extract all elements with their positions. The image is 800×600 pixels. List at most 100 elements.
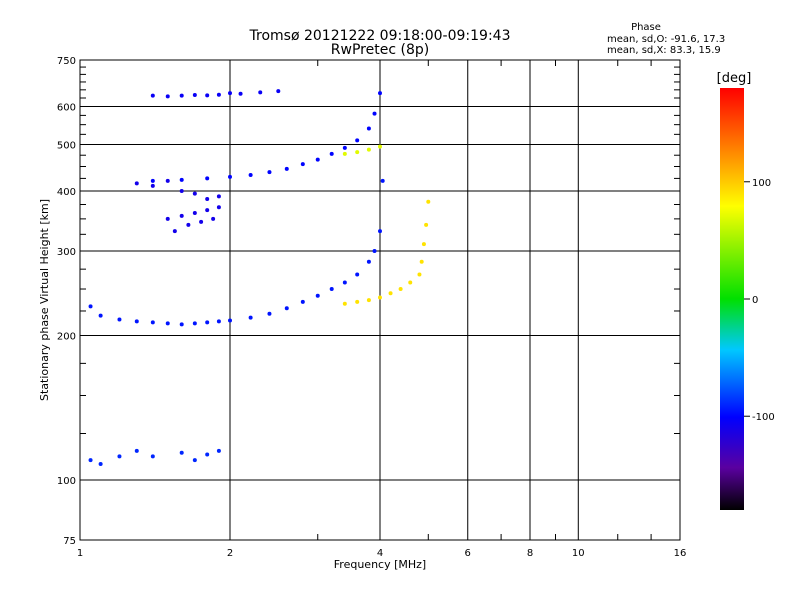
colorbar-tick-label: 100 (752, 178, 771, 189)
colorbar-ticks: 100 0 -100 (744, 178, 775, 423)
data-point (419, 259, 424, 264)
data-point (355, 138, 360, 143)
data-point (267, 311, 272, 316)
data-point (426, 199, 431, 204)
data-point (150, 454, 155, 459)
data-point (186, 222, 191, 227)
y-tick-label: 300 (57, 247, 76, 258)
tick-labels: 1 2 4 6 8 10 16 75 100 200 300 400 500 600 750 (57, 56, 686, 559)
data-point (165, 216, 170, 221)
data-point (228, 318, 232, 323)
y-tick-label: 600 (57, 103, 76, 114)
data-point (216, 319, 221, 324)
data-points (88, 89, 431, 466)
data-point (300, 299, 305, 304)
data-point (179, 322, 184, 327)
data-point (216, 194, 221, 199)
data-point (238, 91, 243, 96)
stats-x-line: mean, sd,X: 83.3, 15.9 (607, 45, 721, 56)
data-point (366, 126, 371, 131)
data-point (205, 93, 210, 98)
data-point (134, 181, 139, 186)
data-point (98, 461, 103, 466)
data-point (372, 111, 377, 116)
data-point (276, 89, 281, 94)
data-point (378, 91, 382, 96)
data-point (355, 150, 360, 155)
data-point (372, 249, 377, 254)
stats-heading: Phase (631, 22, 661, 33)
data-point (366, 259, 371, 264)
data-point (228, 91, 232, 96)
data-point (398, 287, 403, 292)
grid-lines (79, 59, 681, 540)
data-point (228, 174, 232, 179)
data-point (179, 213, 184, 218)
data-point (267, 170, 272, 175)
data-point (165, 94, 170, 99)
data-point (211, 216, 216, 221)
colorbar-label: [deg] (717, 71, 752, 86)
data-point (150, 93, 155, 98)
x-tick-label: 4 (377, 548, 383, 559)
data-point (355, 299, 360, 304)
data-point (179, 93, 184, 98)
data-point (134, 448, 139, 453)
data-point (150, 183, 155, 188)
data-point (192, 93, 197, 98)
data-point (88, 458, 93, 463)
y-axis-label: Stationary phase Virtual Height [km] (38, 199, 51, 401)
data-point (315, 293, 320, 298)
y-tick-label: 200 (57, 332, 76, 343)
data-point (98, 313, 103, 318)
data-point (192, 458, 197, 463)
colorbar (720, 88, 744, 510)
data-point (378, 144, 382, 149)
data-point (179, 189, 184, 194)
stats-o-line: mean, sd,O: -91.6, 17.3 (607, 34, 725, 45)
data-point (417, 272, 422, 277)
data-point (329, 151, 334, 156)
data-point (284, 166, 289, 171)
data-point (179, 450, 184, 455)
y-tick-label: 100 (57, 476, 76, 487)
data-point (134, 319, 139, 324)
data-point (192, 321, 197, 326)
data-point (366, 147, 371, 152)
x-tick-label: 8 (527, 548, 533, 559)
data-point (378, 229, 382, 234)
data-point (342, 280, 347, 285)
data-point (216, 205, 221, 210)
x-tick-label: 6 (465, 548, 471, 559)
data-point (205, 452, 210, 457)
data-point (421, 242, 426, 247)
data-point (424, 222, 429, 227)
data-point (380, 178, 385, 183)
data-point (342, 151, 347, 156)
data-point (205, 176, 210, 181)
data-point (342, 301, 347, 306)
colorbar-tick-label: -100 (752, 412, 775, 423)
data-point (216, 448, 221, 453)
data-point (315, 157, 320, 162)
axis-ticks (80, 60, 680, 540)
chart-title: Tromsø 20121222 09:18:00-09:19:43 (249, 28, 511, 44)
data-point (117, 317, 122, 322)
data-point (408, 280, 413, 285)
x-tick-label: 2 (227, 548, 233, 559)
data-point (199, 219, 204, 224)
data-point (284, 306, 289, 311)
data-point (117, 454, 122, 459)
data-point (216, 92, 221, 97)
x-tick-label: 10 (572, 548, 585, 559)
data-point (342, 145, 347, 150)
data-point (165, 321, 170, 326)
data-point (172, 229, 177, 234)
chart-subtitle: RwPretec (8p) (331, 42, 429, 58)
data-point (388, 291, 393, 296)
x-tick-label: 1 (77, 548, 83, 559)
data-point (300, 162, 305, 167)
plot-frame (79, 59, 681, 541)
